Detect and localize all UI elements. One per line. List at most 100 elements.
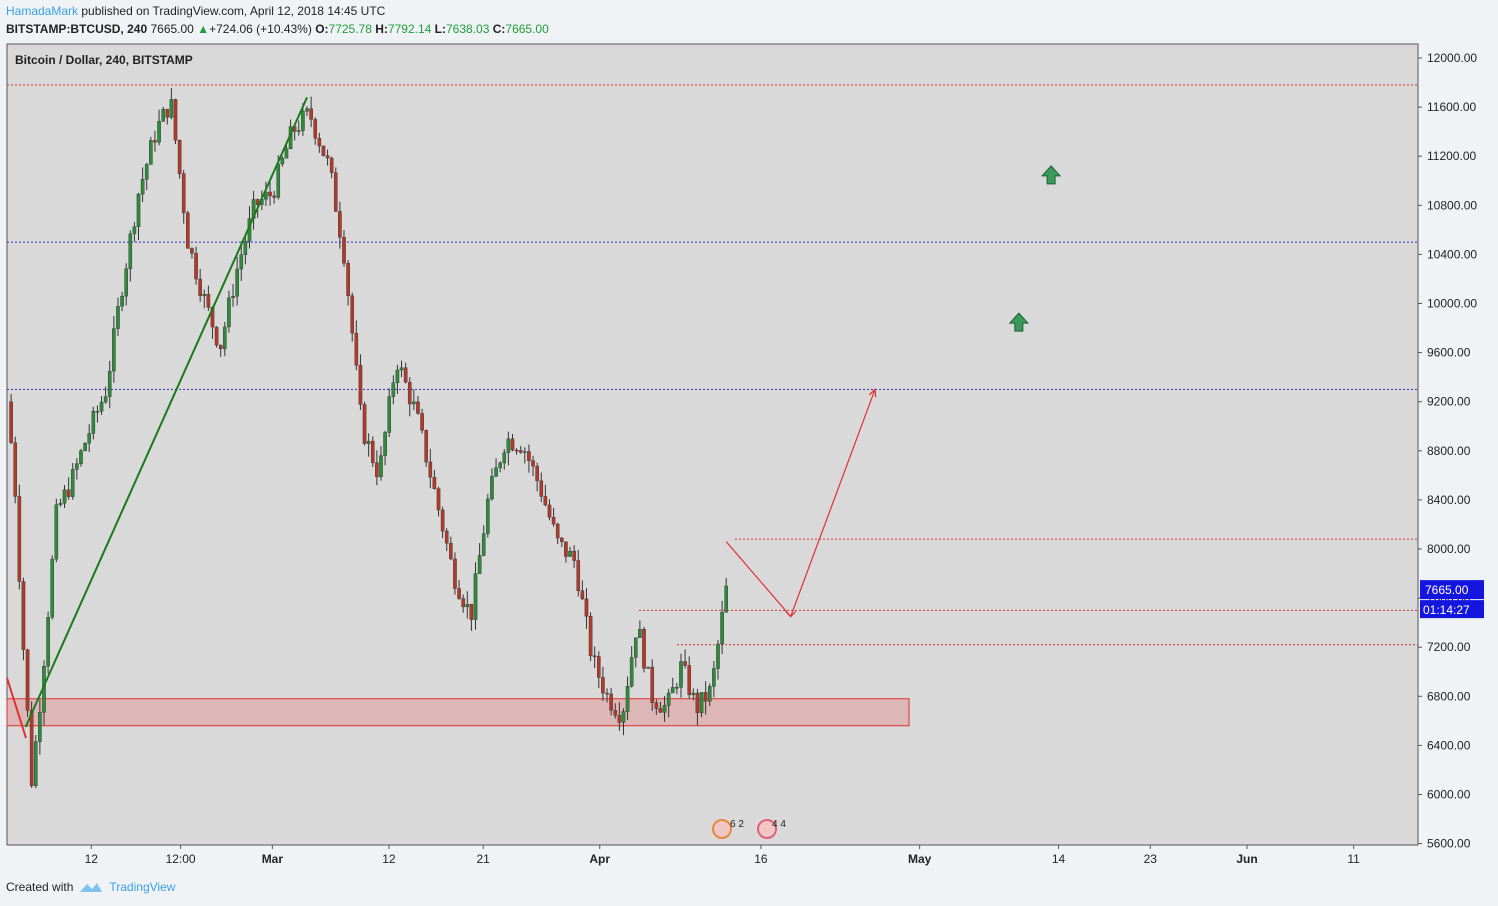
- candle[interactable]: [679, 653, 683, 698]
- candle[interactable]: [658, 701, 663, 713]
- candle[interactable]: [601, 666, 605, 701]
- candle[interactable]: [666, 688, 671, 718]
- candle[interactable]: [239, 241, 244, 281]
- candle[interactable]: [17, 484, 22, 590]
- candle[interactable]: [518, 445, 523, 454]
- candle[interactable]: [568, 546, 572, 557]
- candle[interactable]: [383, 430, 387, 466]
- candle[interactable]: [461, 594, 465, 613]
- candle[interactable]: [358, 354, 363, 411]
- candle[interactable]: [531, 455, 535, 477]
- support-zone[interactable]: [6, 698, 910, 727]
- candle[interactable]: [403, 362, 408, 384]
- candle[interactable]: [296, 120, 301, 136]
- candle[interactable]: [444, 528, 449, 552]
- candle[interactable]: [642, 626, 646, 673]
- candle[interactable]: [13, 436, 18, 504]
- candle[interactable]: [514, 448, 519, 455]
- candle[interactable]: [707, 683, 712, 706]
- event-markers[interactable]: 6 2 4 4: [712, 819, 786, 839]
- candle[interactable]: [107, 360, 112, 409]
- candle[interactable]: [33, 735, 38, 789]
- candle[interactable]: [309, 96, 313, 128]
- candle[interactable]: [214, 326, 219, 348]
- candle[interactable]: [395, 364, 400, 394]
- candle[interactable]: [202, 289, 207, 309]
- candle[interactable]: [21, 577, 26, 661]
- candle[interactable]: [157, 109, 161, 146]
- tradingview-link[interactable]: TradingView: [109, 880, 176, 894]
- candle[interactable]: [535, 462, 539, 492]
- candle[interactable]: [284, 144, 289, 159]
- candle[interactable]: [720, 600, 724, 655]
- candle[interactable]: [177, 139, 182, 179]
- candle[interactable]: [140, 167, 145, 203]
- candle[interactable]: [481, 525, 486, 557]
- candle[interactable]: [325, 149, 330, 166]
- us-flag-icon[interactable]: [712, 819, 732, 839]
- candle[interactable]: [629, 646, 634, 688]
- candle[interactable]: [465, 591, 470, 619]
- candle[interactable]: [38, 699, 42, 755]
- candle[interactable]: [527, 444, 531, 473]
- candle[interactable]: [350, 292, 355, 342]
- candle[interactable]: [498, 461, 502, 473]
- candle[interactable]: [346, 260, 350, 306]
- candle[interactable]: [25, 648, 30, 718]
- candle[interactable]: [329, 156, 334, 179]
- candle[interactable]: [186, 210, 190, 249]
- candle[interactable]: [588, 612, 593, 662]
- candle[interactable]: [506, 431, 511, 466]
- candle[interactable]: [272, 190, 276, 204]
- candle[interactable]: [181, 169, 186, 224]
- candle[interactable]: [264, 181, 268, 207]
- candle[interactable]: [103, 386, 108, 404]
- candle[interactable]: [716, 640, 720, 680]
- candle[interactable]: [712, 660, 716, 698]
- candle[interactable]: [206, 285, 211, 311]
- candle[interactable]: [547, 499, 552, 521]
- candle[interactable]: [407, 377, 412, 417]
- candle[interactable]: [555, 522, 560, 545]
- candle[interactable]: [670, 677, 675, 694]
- author-link[interactable]: HamadaMark: [6, 4, 79, 18]
- candle[interactable]: [227, 290, 231, 333]
- candle[interactable]: [391, 375, 396, 405]
- candle[interactable]: [420, 408, 424, 434]
- candle[interactable]: [453, 552, 457, 595]
- candle[interactable]: [231, 284, 235, 307]
- candle[interactable]: [646, 666, 650, 669]
- candle[interactable]: [379, 446, 383, 481]
- candle[interactable]: [625, 676, 630, 721]
- candle[interactable]: [79, 448, 83, 467]
- candle[interactable]: [695, 688, 700, 726]
- candle[interactable]: [724, 577, 728, 613]
- candle[interactable]: [473, 562, 478, 630]
- candle[interactable]: [387, 388, 392, 438]
- candle[interactable]: [564, 541, 568, 563]
- trend-arrow-segment[interactable]: [6, 677, 27, 739]
- candle[interactable]: [617, 702, 622, 731]
- candle[interactable]: [54, 498, 59, 563]
- candle[interactable]: [75, 458, 79, 480]
- candle[interactable]: [580, 580, 585, 601]
- candle[interactable]: [510, 434, 515, 452]
- candle[interactable]: [633, 637, 638, 668]
- candle[interactable]: [223, 321, 227, 357]
- candle[interactable]: [650, 659, 655, 711]
- candle[interactable]: [613, 703, 618, 719]
- candle[interactable]: [333, 167, 338, 212]
- plot-area[interactable]: [6, 43, 1419, 846]
- candle[interactable]: [136, 192, 141, 241]
- candle[interactable]: [62, 485, 67, 508]
- candle[interactable]: [116, 297, 120, 337]
- candle[interactable]: [243, 234, 248, 265]
- candle[interactable]: [543, 484, 548, 507]
- candle[interactable]: [124, 263, 128, 306]
- candle[interactable]: [449, 536, 453, 561]
- candle[interactable]: [218, 344, 223, 357]
- up-arrow-icon[interactable]: [1040, 165, 1062, 185]
- candle[interactable]: [592, 646, 597, 669]
- candle[interactable]: [66, 477, 71, 500]
